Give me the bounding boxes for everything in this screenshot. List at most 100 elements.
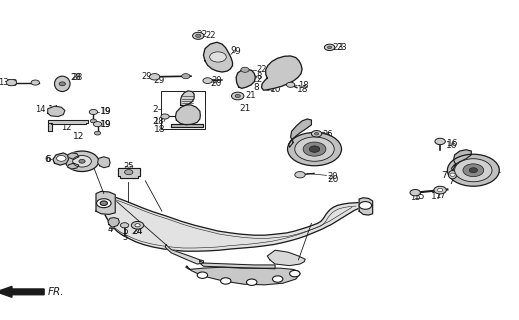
Circle shape: [89, 109, 98, 115]
Circle shape: [295, 137, 334, 161]
Polygon shape: [262, 56, 302, 90]
Circle shape: [272, 276, 283, 282]
Circle shape: [235, 94, 240, 98]
Circle shape: [463, 164, 484, 177]
Polygon shape: [48, 106, 65, 116]
Text: 14: 14: [35, 105, 46, 114]
Polygon shape: [175, 105, 200, 125]
Circle shape: [311, 131, 322, 137]
Polygon shape: [359, 198, 373, 215]
Circle shape: [73, 156, 91, 167]
Text: 20: 20: [327, 175, 338, 184]
Text: 1: 1: [56, 157, 61, 166]
Text: 18: 18: [297, 85, 308, 94]
Circle shape: [120, 223, 129, 228]
Polygon shape: [200, 261, 275, 269]
Circle shape: [469, 168, 477, 173]
Circle shape: [303, 142, 326, 156]
Circle shape: [93, 122, 102, 127]
Text: 13: 13: [7, 79, 19, 88]
Text: 27: 27: [87, 158, 98, 167]
Circle shape: [450, 173, 455, 176]
Polygon shape: [108, 218, 119, 227]
Circle shape: [31, 80, 39, 85]
Text: 12: 12: [73, 132, 85, 141]
Polygon shape: [118, 168, 140, 178]
Text: 2: 2: [153, 105, 158, 114]
Text: 8: 8: [256, 72, 262, 81]
Text: 14: 14: [48, 105, 59, 114]
Polygon shape: [289, 119, 311, 147]
Text: 20: 20: [211, 79, 222, 88]
Text: 28: 28: [72, 73, 83, 82]
Circle shape: [94, 131, 101, 135]
Circle shape: [327, 46, 332, 49]
Circle shape: [203, 78, 212, 84]
Text: 3: 3: [328, 149, 334, 158]
Circle shape: [135, 224, 140, 227]
Text: 5: 5: [122, 227, 129, 236]
Text: 24: 24: [132, 227, 143, 236]
Circle shape: [59, 82, 65, 86]
Text: 28: 28: [71, 73, 81, 82]
Text: 15: 15: [410, 193, 420, 202]
Text: 5: 5: [122, 233, 127, 242]
Circle shape: [247, 279, 257, 285]
Text: 21: 21: [240, 104, 251, 113]
Circle shape: [315, 132, 319, 135]
Text: 23: 23: [336, 43, 347, 52]
Text: 7: 7: [441, 172, 447, 180]
Circle shape: [90, 119, 97, 123]
Text: FR.: FR.: [48, 287, 64, 297]
Circle shape: [438, 188, 443, 192]
Circle shape: [65, 151, 99, 172]
Polygon shape: [96, 191, 115, 214]
Polygon shape: [67, 163, 79, 169]
Circle shape: [97, 199, 111, 208]
Text: 18: 18: [154, 117, 164, 126]
Circle shape: [434, 186, 446, 194]
Circle shape: [79, 159, 85, 163]
Text: 26: 26: [323, 130, 333, 139]
Circle shape: [6, 79, 17, 86]
Text: 22: 22: [206, 31, 216, 40]
Text: 8: 8: [253, 83, 259, 92]
Text: 15: 15: [414, 192, 425, 201]
Text: 17: 17: [431, 192, 443, 201]
Circle shape: [182, 74, 190, 79]
Text: 19: 19: [100, 120, 110, 129]
Polygon shape: [203, 42, 233, 72]
Text: 9: 9: [230, 46, 236, 55]
Text: 19: 19: [100, 108, 111, 116]
Text: 10: 10: [270, 85, 281, 94]
Text: 20: 20: [327, 172, 337, 181]
Text: 12: 12: [61, 123, 72, 132]
Circle shape: [131, 221, 144, 229]
Text: 26: 26: [321, 132, 332, 141]
Circle shape: [410, 189, 420, 196]
Text: 4: 4: [109, 223, 114, 232]
Text: 24: 24: [131, 227, 143, 236]
Circle shape: [447, 154, 499, 186]
Text: 20: 20: [212, 76, 222, 85]
Circle shape: [295, 172, 305, 178]
Polygon shape: [98, 157, 110, 168]
Circle shape: [359, 202, 372, 209]
Polygon shape: [48, 123, 52, 131]
Polygon shape: [181, 91, 194, 106]
Text: 29: 29: [153, 76, 165, 85]
Polygon shape: [171, 124, 203, 127]
Text: 11: 11: [490, 166, 502, 175]
Circle shape: [221, 278, 231, 284]
Circle shape: [455, 159, 492, 182]
Text: 18: 18: [154, 125, 165, 134]
Ellipse shape: [54, 76, 70, 92]
Text: 25: 25: [124, 162, 134, 171]
Text: 29: 29: [142, 72, 152, 81]
Circle shape: [149, 74, 160, 80]
Circle shape: [231, 92, 244, 100]
Circle shape: [286, 82, 295, 87]
Text: 22: 22: [196, 30, 208, 39]
Text: 4: 4: [107, 225, 113, 234]
Polygon shape: [48, 120, 88, 124]
